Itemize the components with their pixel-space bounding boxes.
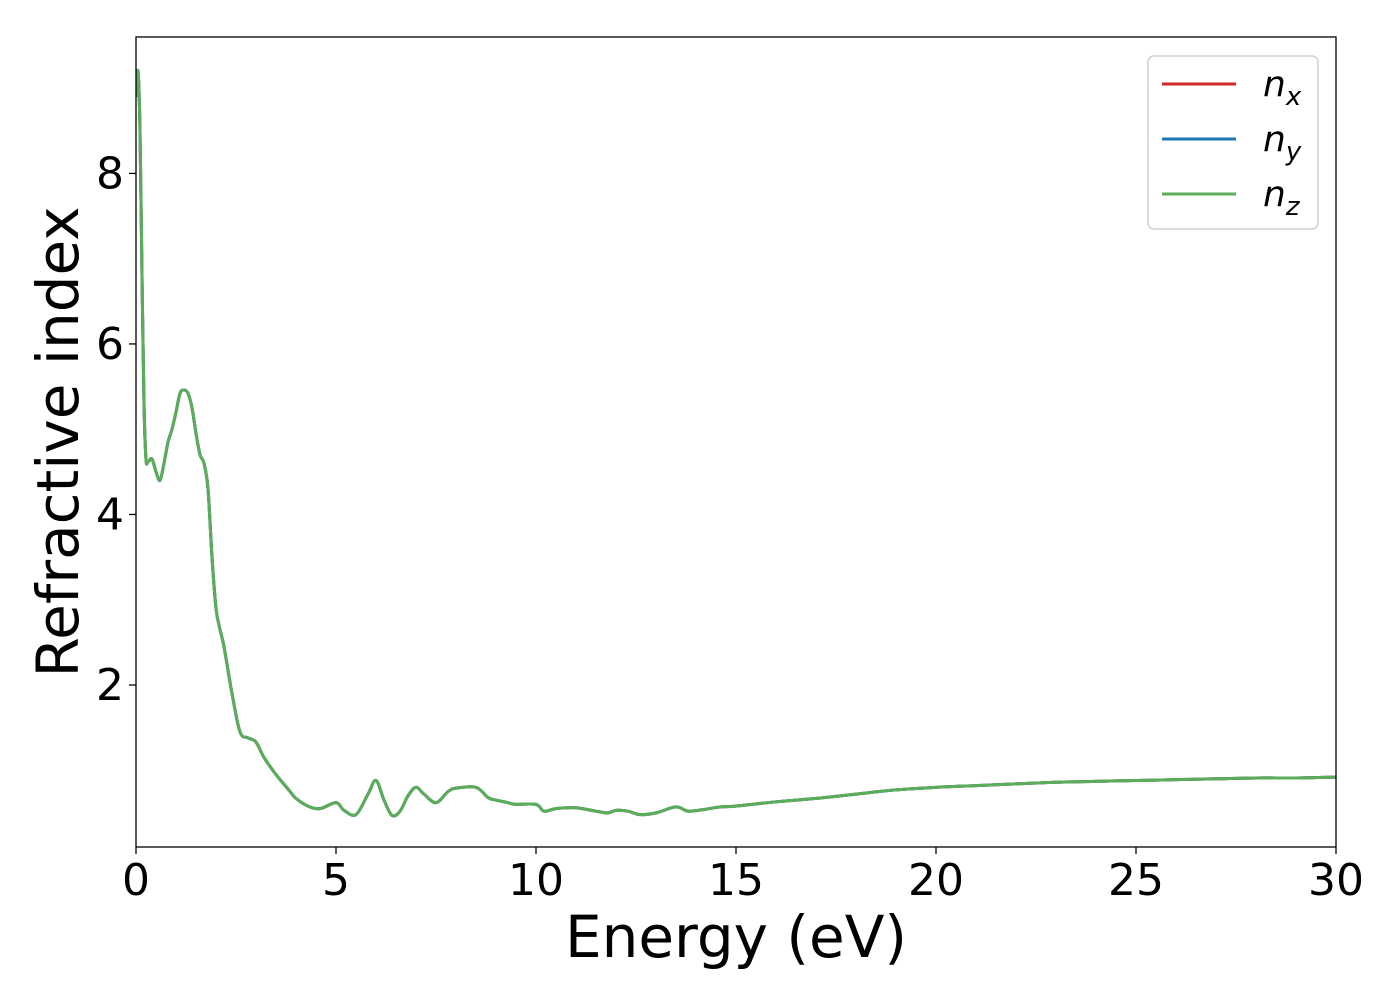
x-tick-label: 15 [708,855,764,906]
x-tick-label: 25 [1108,855,1164,906]
legend: nx ny nz [1147,55,1319,230]
x-tick-label: 10 [508,855,564,906]
x-axis-label: Energy (eV) [565,903,907,971]
y-tick-label: 2 [96,660,124,711]
x-tick-label: 5 [322,855,350,906]
legend-label-n-z: nz [1263,174,1301,222]
x-tick-label: 0 [122,855,150,906]
y-tick-label: 8 [96,148,124,199]
x-axis-ticks: 0 5 10 15 20 25 30 [122,847,1364,906]
y-tick-label: 6 [96,319,124,370]
legend-label-n-x: nx [1263,64,1302,112]
plot-lines [136,68,1336,818]
y-axis-label: Refractive index [24,206,92,677]
legend-box [1147,55,1319,230]
x-tick-label: 30 [1308,855,1364,906]
x-tick-label: 20 [908,855,964,906]
legend-label-n-y: ny [1263,119,1302,167]
y-tick-label: 4 [96,489,124,540]
y-axis-ticks: 2 4 6 8 [96,148,136,711]
series-line-n-z [136,68,1336,818]
